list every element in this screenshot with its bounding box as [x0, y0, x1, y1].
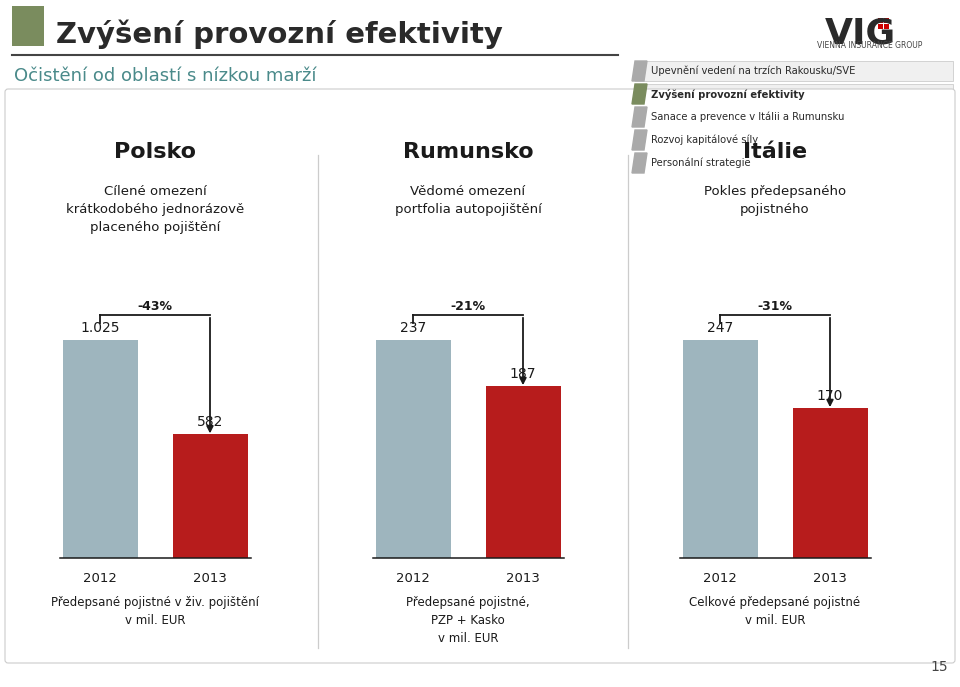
Text: Vědomé omezení
portfolia autopojištění: Vědomé omezení portfolia autopojištění	[395, 185, 541, 216]
Text: 237: 237	[400, 321, 426, 335]
Bar	[635, 130, 953, 150]
Polygon shape	[632, 130, 647, 150]
Text: Rumunsko: Rumunsko	[402, 142, 534, 162]
Text: -21%: -21%	[450, 300, 486, 313]
Text: Očistění od oblastí s nízkou marží: Očistění od oblastí s nízkou marží	[14, 67, 317, 85]
Text: 247: 247	[707, 321, 733, 335]
Polygon shape	[632, 107, 647, 127]
Text: 187: 187	[510, 367, 537, 381]
Text: 2012: 2012	[84, 572, 117, 585]
Text: 170: 170	[817, 389, 843, 403]
Text: Předepsané pojistné v živ. pojištění
v mil. EUR: Předepsané pojistné v živ. pojištění v m…	[51, 596, 259, 627]
Text: VIG: VIG	[825, 16, 896, 50]
Text: -31%: -31%	[757, 300, 793, 313]
Text: Zvýšení provozní efektivity: Zvýšení provozní efektivity	[56, 19, 503, 49]
Bar	[878, 24, 883, 29]
Text: 2013: 2013	[506, 572, 540, 585]
Polygon shape	[632, 61, 647, 81]
FancyBboxPatch shape	[5, 89, 955, 663]
Bar	[635, 84, 953, 104]
Bar	[375, 340, 450, 558]
Bar	[878, 18, 883, 23]
Text: Celkové předepsané pojistné
v mil. EUR: Celkové předepsané pojistné v mil. EUR	[689, 596, 860, 627]
Text: 2013: 2013	[193, 572, 227, 585]
Text: Personální strategie: Personální strategie	[651, 158, 751, 168]
Bar	[486, 386, 561, 558]
Bar	[635, 107, 953, 127]
Text: Sanace a prevence v Itálii a Rumunsku: Sanace a prevence v Itálii a Rumunsku	[651, 112, 845, 122]
Bar	[62, 340, 137, 558]
Bar	[793, 408, 868, 558]
Text: 582: 582	[197, 415, 223, 429]
Text: 2012: 2012	[703, 572, 737, 585]
Text: Upevnění vedení na trzích Rakousku/SVE: Upevnění vedení na trzích Rakousku/SVE	[651, 66, 855, 76]
Text: -43%: -43%	[137, 300, 173, 313]
Bar	[884, 24, 889, 29]
Text: 2012: 2012	[396, 572, 430, 585]
Text: 1.025: 1.025	[81, 321, 120, 335]
Polygon shape	[632, 84, 647, 104]
Text: Rozvoj kapitálové síly: Rozvoj kapitálové síly	[651, 135, 758, 145]
Text: VIENNA INSURANCE GROUP: VIENNA INSURANCE GROUP	[817, 41, 923, 51]
Text: Itálie: Itálie	[743, 142, 807, 162]
Bar	[884, 18, 889, 23]
Bar	[635, 153, 953, 173]
Bar	[683, 340, 757, 558]
Text: Předepsané pojistné,
PZP + Kasko
v mil. EUR: Předepsané pojistné, PZP + Kasko v mil. …	[406, 596, 530, 645]
Polygon shape	[632, 153, 647, 173]
Text: 15: 15	[930, 660, 948, 674]
Text: 2013: 2013	[813, 572, 847, 585]
Bar	[12, 6, 44, 46]
Text: Polsko: Polsko	[114, 142, 196, 162]
Bar	[173, 434, 248, 558]
Text: Zvýšení provozní efektivity: Zvýšení provozní efektivity	[651, 89, 804, 100]
Text: Pokles předepsaného
pojistného: Pokles předepsaného pojistného	[704, 185, 846, 216]
Bar	[635, 61, 953, 81]
Text: Cílené omezení
krátkodobého jednorázově
placeného pojištění: Cílené omezení krátkodobého jednorázově …	[66, 185, 244, 234]
